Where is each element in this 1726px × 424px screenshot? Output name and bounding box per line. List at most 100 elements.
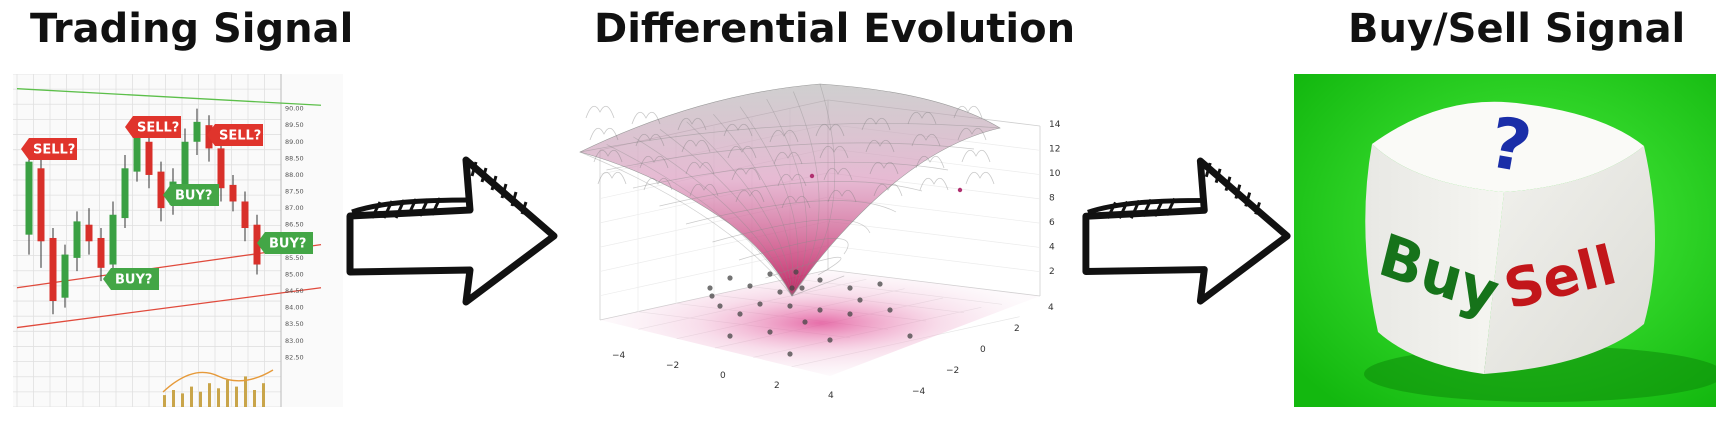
surface-mesh-line [606,144,793,297]
signal-tag-label: BUY? [269,237,306,252]
signal-tag-shape [103,268,159,290]
surface-ripple [685,161,715,175]
price-tick-label: 85.50 [285,254,304,262]
x-tick-label: 2 [774,381,780,391]
surface-mesh-line [633,136,793,297]
z-tick-label: 4 [1049,243,1055,253]
flow-arrow-icon [1082,157,1291,305]
population-point [747,283,753,289]
signal-tag-shape [163,184,219,206]
buy-signal-tag: BUY? [163,184,219,206]
surface-ripple [953,105,983,119]
z-tick-label: 10 [1049,169,1061,179]
candle-body [145,141,153,175]
population-point [787,351,793,357]
population-point [737,311,743,317]
signal-tag-shape [257,232,313,254]
buy-sell-signal-title: Buy/Sell Signal [1348,6,1686,52]
population-point [777,289,783,295]
volume-bar [163,395,166,407]
signal-tag-shape [125,116,181,138]
surface-ripple [915,155,945,169]
volume-bar [226,379,229,407]
population-point [727,275,733,281]
population-point [957,187,963,193]
population-point [767,271,773,277]
volume-bar [208,383,211,407]
price-tick-label: 88.50 [285,154,304,162]
population-point [767,329,773,335]
sell-signal-tag: SELL? [125,116,181,138]
flow-arrow-icon [346,156,558,306]
population-point [907,333,913,339]
trading-chart: 90.00 89.50 89.00 88.50 88.00 87.50 87.00 86.50… [13,73,322,408]
surface-ripple [677,117,707,131]
candle-body [37,168,45,242]
y-tick-label: 2 [1014,324,1020,334]
candle-body [193,121,201,142]
trading-signal-title: Trading Signal [30,6,354,52]
population-point [802,319,808,325]
population-point [793,269,799,275]
surface-ripple [965,171,995,185]
surface-mesh-line [765,256,842,279]
surface-mesh-line [606,142,975,171]
signal-tag-label: SELL? [219,129,261,144]
price-tick-label: 85.00 [285,270,304,278]
price-tick-label: 88.00 [285,171,304,179]
signal-tag-shape [207,124,263,146]
y-tick-label: −2 [946,366,959,376]
population-point [877,281,883,287]
surface-mesh-line [685,200,897,225]
price-tick-label: 82.50 [285,353,304,361]
signal-tag-label: BUY? [175,189,212,204]
surface-ripple [639,155,669,169]
candle-body [97,237,105,268]
rastrigin-surface [579,83,1001,297]
population-point [847,285,853,291]
x-tick-label: 4 [828,391,834,401]
price-tick-label: 89.50 [285,121,304,129]
population-point [887,307,893,313]
signal-tag-label: SELL? [33,143,75,158]
z-tick-label: 8 [1049,194,1055,204]
population-point [707,285,713,291]
surface-mesh-line [579,123,1001,153]
surface-mesh-line [659,129,793,297]
resistance-line [16,88,322,106]
candle-body [133,135,141,172]
surface-ripple [681,139,711,153]
population-point [817,307,823,313]
candle-body [25,161,33,235]
surface-ripple [861,117,891,131]
surface-ripple [597,171,627,185]
candle-body [73,221,81,258]
surface-ripple [593,149,623,163]
population-point [827,337,833,343]
surface-ripple [635,133,665,147]
dice-top-face [1372,101,1644,192]
z-tick-label: 14 [1049,120,1061,130]
population-point [857,297,863,303]
surface-ripple [689,183,719,197]
support-line [16,287,322,329]
x-tick-label: −4 [612,351,626,361]
x-tick-label: −2 [666,361,679,371]
surface-ripple [585,105,615,119]
population-point [727,333,733,339]
volume-bar [262,383,265,407]
surface-mesh-line [632,161,949,189]
price-tick-label: 87.00 [285,204,304,212]
z-tick-label: 6 [1049,218,1055,228]
sell-signal-tag: SELL? [207,124,263,146]
dice-left-face [1365,144,1504,374]
surface-ripple [781,195,811,209]
population-point [709,293,715,299]
differential-evolution-title: Differential Evolution [594,6,1076,52]
candle-body [85,224,93,242]
population-point [717,303,723,309]
surface-ripple [643,177,673,191]
volume-bar [235,386,238,407]
signal-tag-label: BUY? [115,273,152,288]
candle-body [109,214,117,265]
